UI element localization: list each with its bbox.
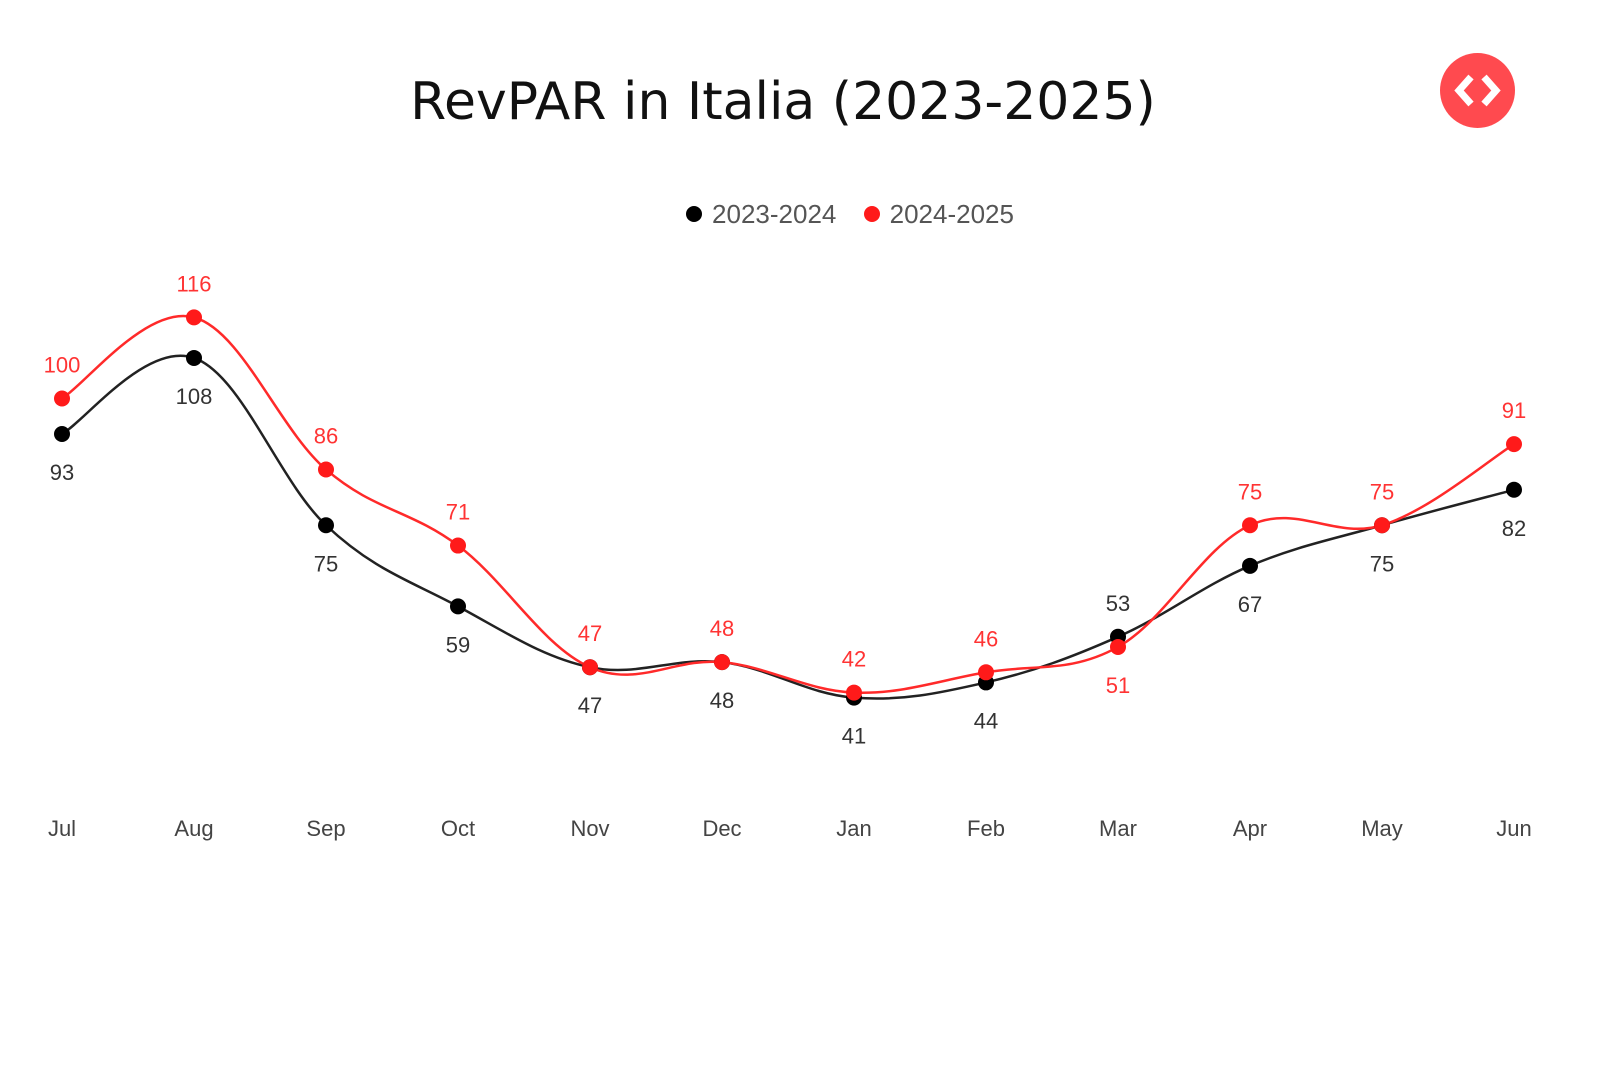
data-point bbox=[1506, 436, 1522, 453]
x-tick-label: Jul bbox=[48, 816, 76, 841]
data-label: 91 bbox=[1502, 398, 1526, 423]
data-point bbox=[450, 598, 466, 615]
legend: 2023-2024 2024-2025 bbox=[0, 198, 1600, 230]
data-label: 44 bbox=[974, 708, 998, 733]
data-point bbox=[582, 659, 598, 676]
data-label: 75 bbox=[1238, 479, 1262, 504]
x-tick-label: Nov bbox=[570, 816, 609, 841]
data-label: 47 bbox=[578, 693, 602, 718]
data-point bbox=[714, 654, 730, 671]
logo-code-icon bbox=[1440, 53, 1515, 128]
x-tick-label: Aug bbox=[174, 816, 213, 841]
data-label: 82 bbox=[1502, 516, 1526, 541]
data-point bbox=[1242, 557, 1258, 574]
data-label: 53 bbox=[1106, 591, 1130, 616]
data-point bbox=[54, 426, 70, 442]
data-point bbox=[1506, 481, 1522, 498]
data-label: 47 bbox=[578, 621, 602, 646]
x-tick-label: Oct bbox=[441, 816, 475, 841]
legend-item-1[interactable]: 2024-2025 bbox=[863, 198, 1014, 230]
data-label: 59 bbox=[446, 632, 470, 657]
data-label: 75 bbox=[1370, 551, 1394, 576]
data-label: 42 bbox=[842, 647, 866, 672]
data-label: 116 bbox=[176, 271, 211, 296]
data-label: 46 bbox=[974, 626, 998, 651]
legend-label: 2023-2024 bbox=[712, 198, 837, 229]
data-point bbox=[978, 664, 994, 681]
data-point bbox=[318, 517, 334, 534]
legend-marker-icon bbox=[863, 206, 880, 222]
data-label: 93 bbox=[50, 460, 74, 485]
x-tick-label: Dec bbox=[702, 816, 741, 841]
data-label: 75 bbox=[314, 551, 338, 576]
data-label: 108 bbox=[176, 384, 213, 409]
data-point bbox=[186, 349, 202, 366]
data-point bbox=[450, 537, 466, 554]
data-point bbox=[186, 309, 202, 326]
data-label: 86 bbox=[314, 423, 338, 448]
data-point bbox=[846, 684, 862, 701]
chart-title: RevPAR in Italia (2023-2025) bbox=[410, 72, 1156, 132]
data-label: 75 bbox=[1370, 479, 1394, 504]
data-label: 51 bbox=[1106, 673, 1130, 698]
data-label: 100 bbox=[44, 353, 81, 378]
series-line-0 bbox=[61, 354, 1515, 700]
series-line-1 bbox=[61, 314, 1515, 694]
legend-marker-icon bbox=[686, 206, 703, 222]
x-tick-label: Feb bbox=[967, 816, 1005, 841]
x-tick-label: May bbox=[1361, 816, 1403, 841]
data-label: 71 bbox=[446, 500, 470, 525]
data-label: 48 bbox=[710, 688, 734, 713]
data-point bbox=[318, 461, 334, 478]
x-tick-label: Jan bbox=[836, 816, 871, 841]
x-tick-label: Apr bbox=[1233, 816, 1267, 841]
data-point bbox=[1110, 638, 1126, 655]
data-label: 67 bbox=[1238, 592, 1262, 617]
data-label: 48 bbox=[710, 616, 734, 641]
x-tick-label: Jun bbox=[1496, 816, 1531, 841]
x-tick-label: Mar bbox=[1099, 816, 1137, 841]
x-tick-label: Sep bbox=[306, 816, 345, 841]
data-point bbox=[1242, 517, 1258, 534]
data-point bbox=[54, 390, 70, 407]
legend-label: 2024-2025 bbox=[889, 198, 1014, 229]
data-point bbox=[1374, 517, 1390, 534]
data-label: 41 bbox=[842, 724, 866, 749]
legend-item-0[interactable]: 2023-2024 bbox=[686, 199, 836, 230]
